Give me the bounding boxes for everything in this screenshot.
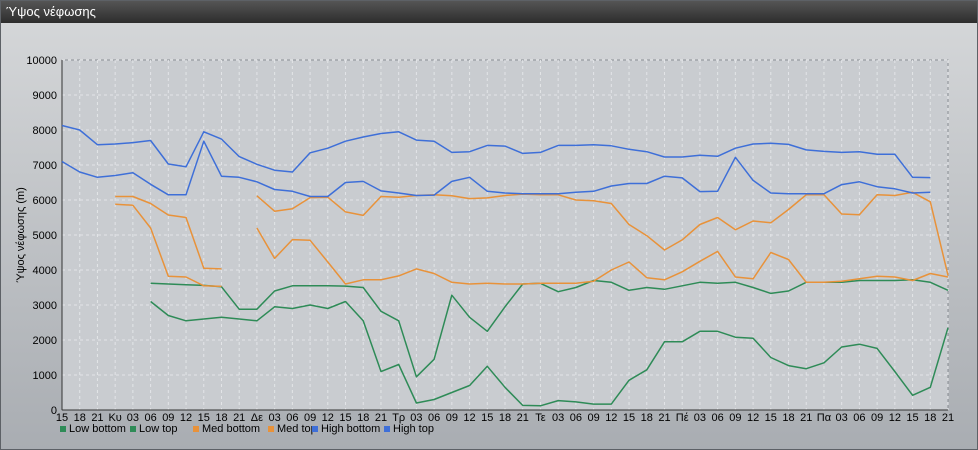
- legend-label: Med top: [277, 423, 317, 435]
- x-tick-label: 09: [304, 412, 316, 424]
- x-tick-label: 15: [339, 412, 351, 424]
- x-tick-label: 12: [322, 412, 334, 424]
- window-title: Ύψος νέφωσης: [6, 4, 96, 19]
- x-tick-label: 15: [623, 412, 635, 424]
- x-tick-label: 06: [570, 412, 582, 424]
- legend-swatch: [384, 426, 390, 432]
- series-line-3: [256, 191, 949, 276]
- legend-swatch: [268, 426, 274, 432]
- x-tick-label: Πέ: [676, 412, 689, 424]
- y-tick-label: 6000: [33, 195, 57, 207]
- legend-label: High top: [393, 423, 434, 435]
- y-tick-label: 3000: [33, 300, 57, 312]
- y-tick-label: 1000: [33, 370, 57, 382]
- x-tick-label: 03: [836, 412, 848, 424]
- x-tick-label: Κυ: [108, 412, 121, 424]
- x-tick-label: 21: [375, 412, 387, 424]
- x-tick-label: 18: [641, 412, 653, 424]
- x-tick-label: 03: [127, 412, 139, 424]
- series-line-3: [115, 195, 222, 270]
- x-tick-label: 21: [658, 412, 670, 424]
- legend-label: Low top: [139, 423, 178, 435]
- x-tick-label: 03: [552, 412, 564, 424]
- x-tick-label: 21: [233, 412, 245, 424]
- legend-swatch: [60, 426, 66, 432]
- x-tick-label: 15: [198, 412, 210, 424]
- x-tick-label: 09: [446, 412, 458, 424]
- x-tick-label: Τρ: [392, 412, 405, 424]
- series-line-2: [115, 203, 222, 288]
- x-tick-label: 06: [144, 412, 156, 424]
- x-tick-label: 18: [782, 412, 794, 424]
- x-tick-label: 03: [269, 412, 281, 424]
- y-tick-label: 9000: [33, 90, 57, 102]
- x-tick-label: 06: [428, 412, 440, 424]
- x-tick-label: 03: [410, 412, 422, 424]
- y-tick-label: 5000: [33, 230, 57, 242]
- x-tick-label: 12: [747, 412, 759, 424]
- x-tick-label: 12: [889, 412, 901, 424]
- y-tick-label: 7000: [33, 160, 57, 172]
- x-tick-label: Τε: [535, 412, 546, 424]
- y-tick-label: 4000: [33, 265, 57, 277]
- x-tick-label: 18: [924, 412, 936, 424]
- x-tick-label: 15: [481, 412, 493, 424]
- x-tick-label: 06: [712, 412, 724, 424]
- legend-swatch: [130, 426, 136, 432]
- x-tick-label: 21: [800, 412, 812, 424]
- x-tick-label: 15: [56, 412, 68, 424]
- x-tick-label: 15: [906, 412, 918, 424]
- x-tick-label: 18: [357, 412, 369, 424]
- legend-swatch: [312, 426, 318, 432]
- x-tick-label: 06: [853, 412, 865, 424]
- x-tick-label: 09: [871, 412, 883, 424]
- legend-swatch: [193, 426, 199, 432]
- x-tick-label: 18: [499, 412, 511, 424]
- y-tick-label: 10000: [26, 55, 57, 67]
- x-tick-label: 09: [587, 412, 599, 424]
- series-line-2: [256, 227, 949, 285]
- x-tick-label: 21: [91, 412, 103, 424]
- x-tick-label: 09: [729, 412, 741, 424]
- x-tick-label: 12: [605, 412, 617, 424]
- y-tick-label: 2000: [33, 335, 57, 347]
- x-tick-label: 15: [765, 412, 777, 424]
- x-tick-label: 06: [286, 412, 298, 424]
- series-line-0: [150, 300, 949, 407]
- cloud-height-chart: 0 1000 2000 3000 4000 5000 6000 7000 8000 9000 100…: [15, 55, 954, 435]
- x-tick-label: 18: [74, 412, 86, 424]
- y-tick-label: 0: [51, 405, 57, 417]
- legend-label: Med bottom: [202, 423, 260, 435]
- y-tick-label: 8000: [33, 125, 57, 137]
- x-tick-label: 03: [694, 412, 706, 424]
- y-axis-label: Ύψος νέφωσης (m): [15, 187, 27, 283]
- series-line-4: [61, 140, 931, 198]
- x-tick-label: 18: [215, 412, 227, 424]
- x-tick-label: Δε: [251, 412, 263, 424]
- x-tick-label: 12: [463, 412, 475, 424]
- x-tick-label: 12: [180, 412, 192, 424]
- legend-label: Low bottom: [69, 423, 126, 435]
- x-tick-label: 09: [162, 412, 174, 424]
- x-tick-label: 21: [517, 412, 529, 424]
- window-titlebar: Ύψος νέφωσης: [1, 1, 977, 23]
- series-line-5: [61, 124, 931, 179]
- legend-label: High bottom: [321, 423, 380, 435]
- x-tick-label: Πα: [817, 412, 832, 424]
- x-tick-label: 21: [942, 412, 954, 424]
